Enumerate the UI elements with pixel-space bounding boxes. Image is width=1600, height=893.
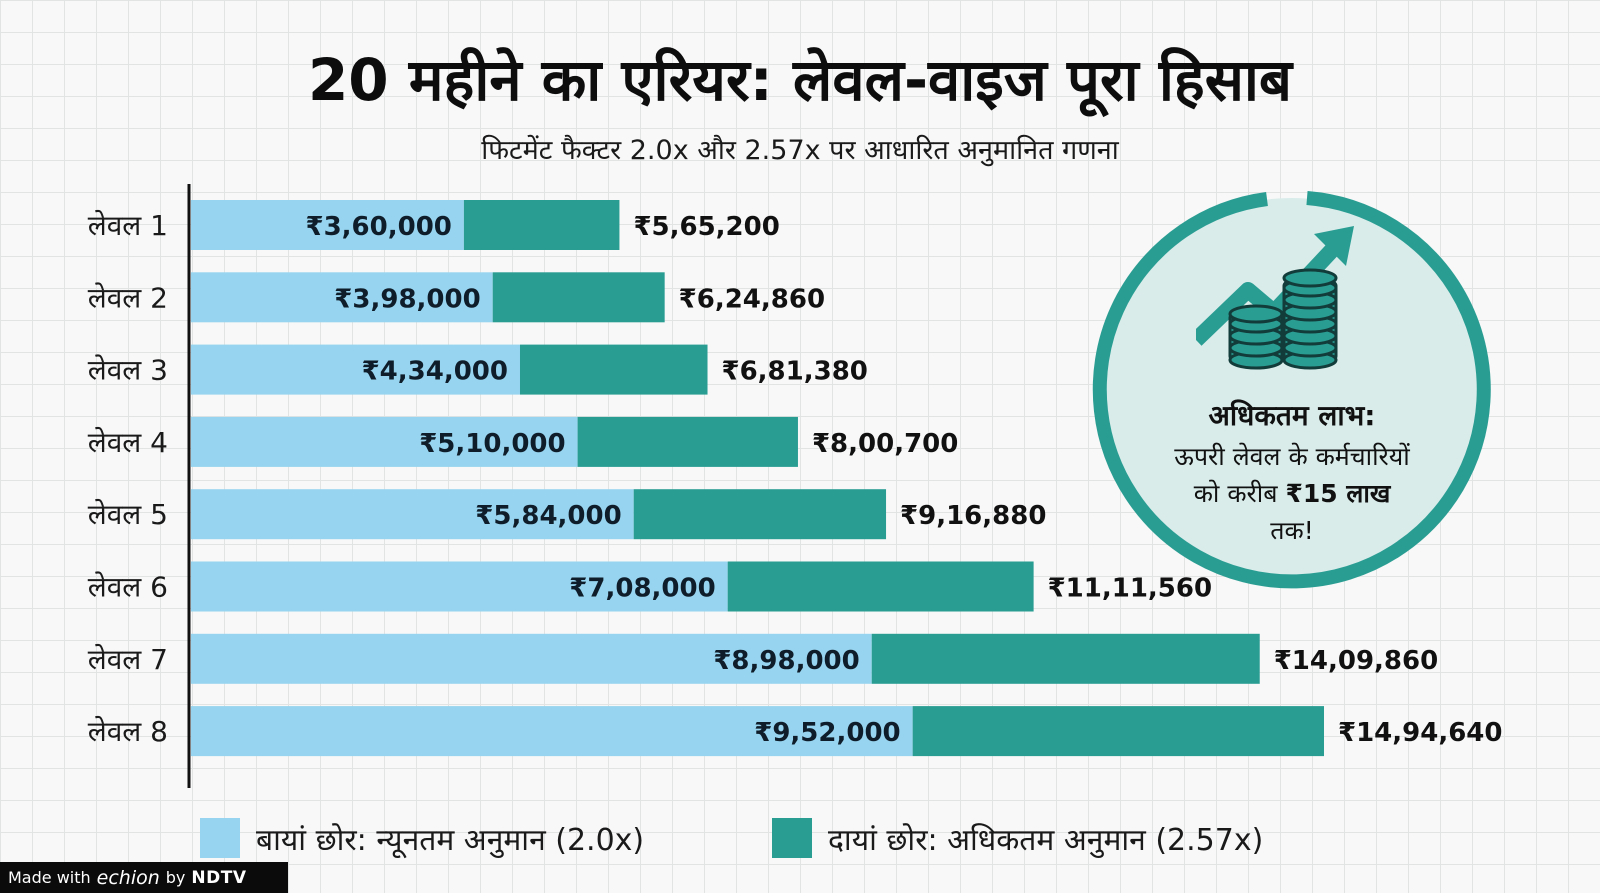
footer-made-with: Made with xyxy=(8,868,91,887)
legend-item-min: बायां छोर: न्यूनतम अनुमान (2.0x) xyxy=(200,818,644,858)
footer-by: by xyxy=(165,868,186,887)
level-label: लेवल 6 xyxy=(88,571,168,604)
bar-max-estimate xyxy=(519,344,708,395)
page-subtitle: फिटमेंट फैक्टर 2.0x और 2.57x पर आधारित अ… xyxy=(481,135,1119,166)
min-value-label: ₹5,84,000 xyxy=(475,501,621,531)
max-value-label: ₹6,81,380 xyxy=(722,357,868,387)
bar-max-estimate xyxy=(727,561,1034,612)
max-value-label: ₹5,65,200 xyxy=(633,212,779,242)
legend-label-max: दायां छोर: अधिकतम अनुमान (2.57x) xyxy=(828,822,1264,858)
max-value-label: ₹9,16,880 xyxy=(900,501,1046,531)
legend-label-min: बायां छोर: न्यूनतम अनुमान (2.0x) xyxy=(256,822,645,858)
badge-heading: अधिकतम लाभ: xyxy=(1208,399,1376,432)
level-label: लेवल 7 xyxy=(88,643,168,676)
legend-swatch-min xyxy=(200,818,240,858)
min-value-label: ₹8,98,000 xyxy=(713,646,859,676)
max-value-label: ₹14,94,640 xyxy=(1338,718,1502,748)
footer-brand: echion xyxy=(96,866,160,889)
badge-ring-arc xyxy=(1092,191,1491,589)
bar-max-estimate xyxy=(871,633,1260,684)
footer-ndtv-logo: NDTV xyxy=(191,867,247,888)
min-value-label: ₹4,34,000 xyxy=(362,357,508,387)
bar-max-estimate xyxy=(463,200,620,250)
badge-amount: ₹15 लाख xyxy=(1285,479,1391,508)
min-value-label: ₹3,60,000 xyxy=(306,212,452,242)
bar-min-estimate xyxy=(191,272,493,323)
bar-max-estimate xyxy=(912,706,1324,757)
badge-ring xyxy=(1092,191,1491,589)
bar-min-estimate xyxy=(191,200,464,250)
bar-min-estimate xyxy=(191,633,872,684)
bar-max-estimate xyxy=(492,272,665,323)
level-label: लेवल 1 xyxy=(88,209,168,242)
legend-item-max: दायां छोर: अधिकतम अनुमान (2.57x) xyxy=(772,818,1263,858)
badge-line-2: को करीब ₹15 लाख xyxy=(1130,475,1454,512)
bar-max-estimate xyxy=(577,416,798,467)
min-value-label: ₹3,98,000 xyxy=(334,284,480,314)
min-value-label: ₹7,08,000 xyxy=(569,574,715,604)
badge-line-1: ऊपरी लेवल के कर्मचारियों xyxy=(1174,442,1410,471)
max-value-label: ₹11,11,560 xyxy=(1048,574,1212,604)
bar-min-estimate xyxy=(191,489,634,540)
max-value-label: ₹8,00,700 xyxy=(812,429,958,459)
coins-growth-icon xyxy=(1196,226,1354,370)
min-value-label: ₹5,10,000 xyxy=(419,429,565,459)
badge-line-2-text: को करीब xyxy=(1193,479,1278,508)
bar-min-estimate xyxy=(191,416,578,467)
level-label: लेवल 3 xyxy=(88,354,168,387)
page-title: 20 महीने का एरियर: लेवल-वाइज पूरा हिसाब xyxy=(307,46,1293,114)
level-label: लेवल 5 xyxy=(88,498,168,531)
made-with-footer: Made with echion by NDTV xyxy=(0,862,288,893)
level-label: लेवल 4 xyxy=(88,426,168,459)
badge-body: ऊपरी लेवल के कर्मचारियों को करीब ₹15 लाख… xyxy=(1130,438,1454,549)
legend-swatch-max xyxy=(772,818,812,858)
bar-min-estimate xyxy=(191,561,728,612)
level-label: लेवल 2 xyxy=(88,281,168,314)
badge-line-3: तक! xyxy=(1270,516,1314,545)
max-value-label: ₹14,09,860 xyxy=(1274,646,1438,676)
bar-max-estimate xyxy=(633,489,887,540)
level-label: लेवल 8 xyxy=(88,715,168,748)
bar-min-estimate xyxy=(191,706,913,757)
max-value-label: ₹6,24,860 xyxy=(679,284,825,314)
min-value-label: ₹9,52,000 xyxy=(754,718,900,748)
max-benefit-badge xyxy=(1100,198,1484,582)
bar-min-estimate xyxy=(191,344,520,395)
